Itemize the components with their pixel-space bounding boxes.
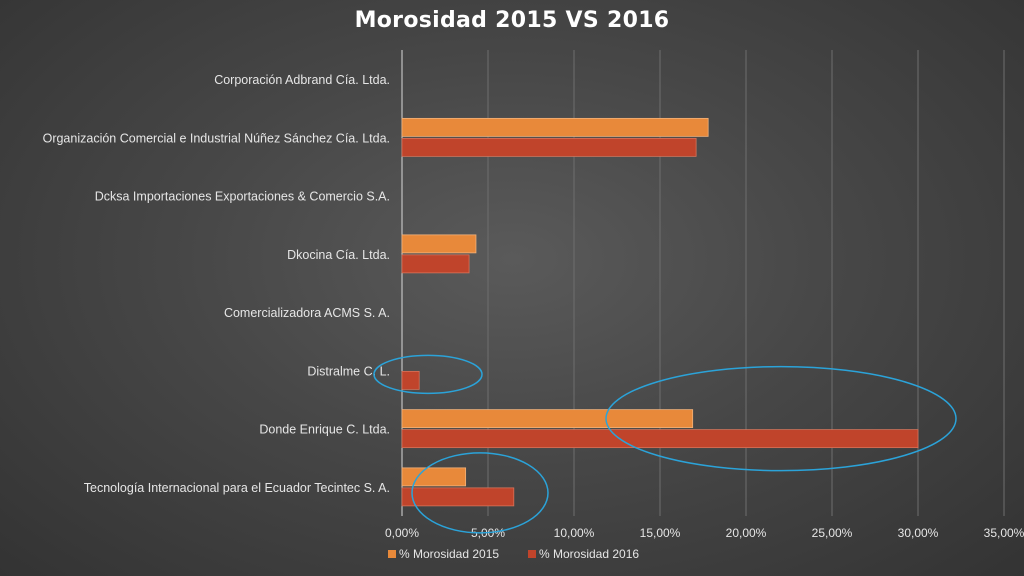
x-tick-label: 30,00% <box>898 526 939 540</box>
bar-2016 <box>401 137 697 157</box>
category-label: Organización Comercial e Industrial Núñe… <box>43 131 390 145</box>
x-tick-label: 20,00% <box>726 526 767 540</box>
x-tick-label: 15,00% <box>640 526 681 540</box>
category-label: Donde Enrique C. Ltda. <box>259 423 390 437</box>
bar-2016 <box>401 254 470 274</box>
x-tick-label: 10,00% <box>554 526 595 540</box>
category-label: Distralme C. L. <box>307 364 390 378</box>
legend-label-2016: % Morosidad 2016 <box>539 547 639 561</box>
annotation-ellipse <box>373 354 483 395</box>
x-tick-label: 25,00% <box>812 526 853 540</box>
bar-2016 <box>401 429 919 449</box>
bar-2015 <box>401 467 467 487</box>
bar-2015 <box>401 117 709 137</box>
bar-2015 <box>401 234 477 254</box>
x-tick-label: 35,00% <box>984 526 1024 540</box>
legend-swatch-2015 <box>388 550 396 558</box>
bar-2016 <box>401 370 420 390</box>
chart-title: Morosidad 2015 VS 2016 <box>354 8 670 33</box>
bar-2015 <box>401 409 694 429</box>
category-label: Dcksa Importaciones Exportaciones & Come… <box>95 190 390 204</box>
legend-label-2015: % Morosidad 2015 <box>399 547 499 561</box>
category-label: Dkocina Cía. Ltda. <box>287 248 390 262</box>
category-label: Tecnología Internacional para el Ecuador… <box>84 481 390 495</box>
legend-swatch-2016 <box>528 550 536 558</box>
annotation-ellipse <box>605 365 957 472</box>
x-tick-label: 0,00% <box>385 526 419 540</box>
bar-2016 <box>401 487 515 507</box>
category-label: Comercializadora ACMS S. A. <box>224 306 390 320</box>
category-label: Corporación Adbrand Cía. Ltda. <box>214 73 390 87</box>
annotation-ellipse <box>411 452 549 534</box>
